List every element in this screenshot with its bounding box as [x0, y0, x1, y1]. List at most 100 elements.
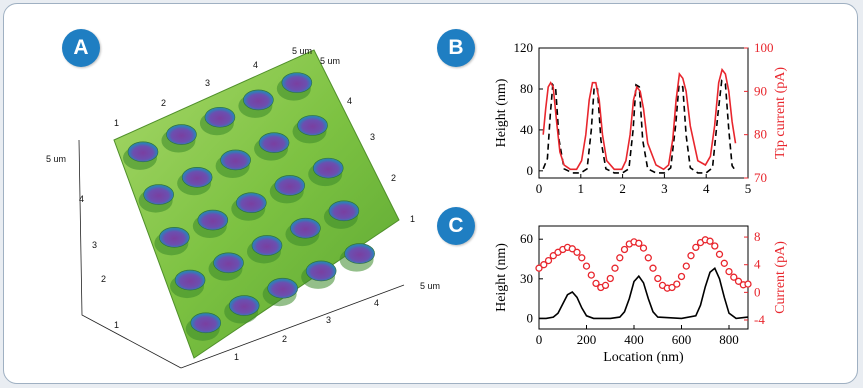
data-point — [706, 237, 714, 245]
x-tick-label: 600 — [672, 332, 692, 347]
x-tick-label: 2 — [619, 181, 626, 196]
afm-corner-label: 5 um — [320, 56, 340, 66]
afm-bottom-tick: 3 — [326, 315, 331, 325]
height-series-line — [539, 267, 749, 320]
plot-frame — [538, 47, 749, 179]
y-axis-title: Height (nm) — [494, 243, 509, 312]
afm-pit — [204, 106, 236, 128]
afm-pit — [328, 200, 360, 222]
afm-axis-lines — [78, 139, 405, 369]
data-point — [540, 261, 548, 269]
y-tick-label: 40 — [520, 122, 533, 137]
afm-top-tick: 4 — [253, 60, 258, 70]
afm-pit — [166, 124, 197, 145]
afm-bottom-tick: 1 — [234, 352, 239, 362]
y-tick-label: 30 — [520, 271, 533, 286]
afm-pit — [267, 277, 298, 299]
data-point — [578, 254, 586, 262]
data-point — [620, 245, 629, 254]
data-point — [654, 274, 662, 283]
afm-3d-surface: 5 um 5 um 5 um 5 um 1 2 3 4 4 3 2 1 4 3 2 1 1 2 3 4 — [46, 46, 440, 369]
x-tick-label: 0 — [536, 181, 543, 196]
y-tick-label: 0 — [527, 163, 534, 178]
afm-bottom-tick: 2 — [282, 334, 287, 344]
current-series-line — [542, 67, 737, 171]
afm-corner-label: 5 um — [292, 46, 312, 56]
data-point — [692, 243, 700, 252]
afm-top-tick: 1 — [114, 118, 119, 128]
height-series-line — [542, 79, 737, 174]
data-point — [644, 254, 652, 262]
data-point — [549, 252, 557, 260]
y2-axis-title: Current (pA) — [773, 241, 788, 314]
plot-frame — [538, 225, 749, 330]
x-tick-label: 5 — [745, 181, 752, 196]
y2-tick-label: 8 — [754, 229, 761, 244]
y-tick-label: 60 — [520, 231, 533, 246]
data-point — [673, 280, 681, 288]
afm-pit — [143, 184, 174, 205]
x-tick-label: 4 — [703, 181, 710, 196]
data-point — [711, 242, 719, 250]
y-tick-label: 80 — [520, 81, 533, 96]
y-tick-label: 0 — [527, 310, 534, 325]
data-point — [592, 279, 600, 288]
panel-c-badge: C — [437, 207, 475, 245]
afm-corner-label: 5 um — [420, 281, 440, 291]
data-point — [720, 259, 728, 267]
x-tick-label: 200 — [577, 332, 597, 347]
data-point — [649, 264, 657, 272]
afm-left-tick: 3 — [92, 240, 97, 250]
y2-tick-label: 4 — [754, 257, 761, 272]
data-point — [601, 281, 610, 290]
afm-bottom-tick: 4 — [374, 298, 379, 308]
y-tick-label: 120 — [514, 40, 534, 55]
afm-left-tick: 1 — [114, 320, 119, 330]
data-point — [715, 250, 724, 258]
afm-pit — [174, 269, 206, 291]
data-point — [725, 267, 733, 276]
y2-axis-title: Tip current (pA) — [773, 67, 788, 159]
afm-left-tick: 2 — [101, 274, 106, 284]
data-point — [568, 245, 576, 253]
afm-pit — [190, 312, 222, 334]
data-point — [682, 262, 690, 270]
chart-b: 0 1 2 3 4 5 0 40 80 120 70 80 90 100 Height (nm) Tip cu… — [494, 40, 788, 196]
data-point — [544, 256, 553, 265]
afm-pit — [243, 89, 274, 111]
x-tick-label: 3 — [661, 181, 668, 196]
afm-pit — [228, 295, 260, 316]
afm-pit — [181, 166, 213, 188]
y2-tick-label: 90 — [754, 83, 767, 98]
afm-pit — [290, 217, 321, 239]
y2-tick-label: 70 — [754, 170, 767, 185]
afm-pit — [305, 260, 337, 282]
afm-pit — [220, 149, 251, 171]
afm-right-tick: 2 — [391, 173, 396, 183]
afm-top-tick: 2 — [161, 98, 166, 108]
afm-pit — [281, 72, 313, 93]
x-tick-label: 0 — [536, 332, 543, 347]
data-point — [730, 273, 738, 281]
data-point — [639, 244, 648, 252]
afm-right-tick: 3 — [370, 132, 375, 142]
data-point — [677, 272, 686, 281]
afm-pit — [159, 227, 190, 248]
data-point — [616, 254, 624, 262]
afm-right-tick: 1 — [410, 214, 415, 224]
afm-pit — [197, 209, 229, 231]
x-tick-label: 400 — [624, 332, 644, 347]
afm-left-tick: 4 — [79, 194, 84, 204]
data-point — [587, 271, 595, 279]
afm-pit — [274, 175, 306, 196]
x-axis-title: Location (nm) — [603, 350, 684, 365]
afm-pit — [297, 115, 328, 136]
afm-pit — [127, 141, 159, 163]
data-point — [611, 264, 619, 272]
data-point — [535, 264, 543, 272]
afm-corner-label: 5 um — [46, 154, 66, 164]
afm-axis-labels: 5 um 5 um 5 um 5 um 1 2 3 4 4 3 2 1 4 3 2 1 1 2 3 4 — [46, 46, 440, 362]
data-point — [582, 262, 591, 270]
data-point — [606, 274, 614, 283]
afm-pit — [213, 252, 244, 274]
